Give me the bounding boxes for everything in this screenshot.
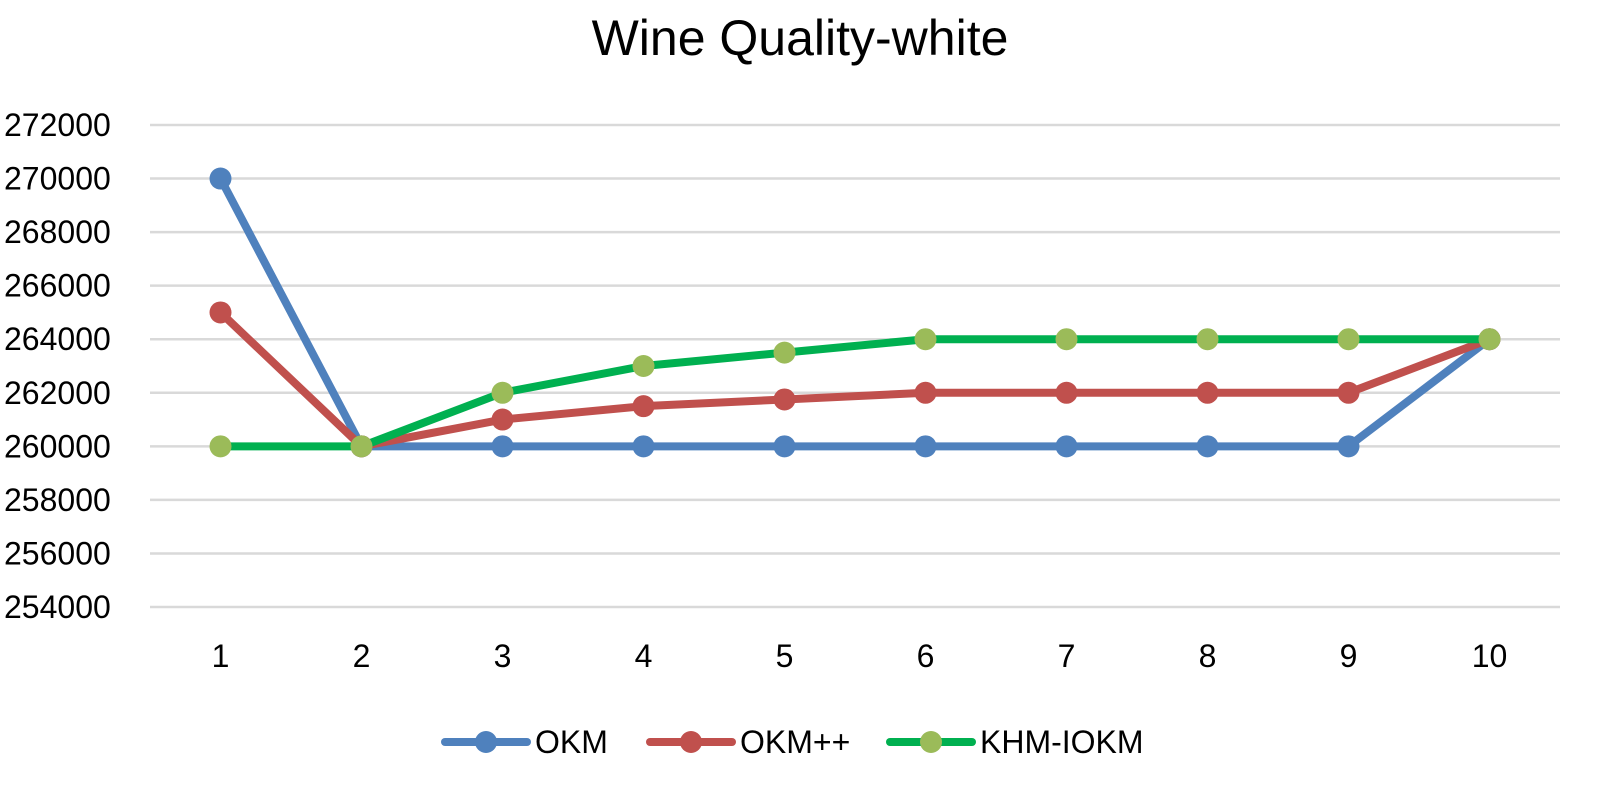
y-tick-label: 260000 [4, 428, 111, 464]
data-point [773, 388, 796, 411]
legend-swatch-marker [475, 731, 497, 753]
data-point [491, 408, 514, 431]
x-tick-label: 3 [494, 638, 512, 674]
x-tick-label: 10 [1472, 638, 1508, 674]
data-point [914, 381, 937, 404]
y-tick-label: 272000 [4, 107, 111, 143]
chart-title: Wine Quality-white [592, 10, 1009, 66]
y-tick-label: 262000 [4, 375, 111, 411]
y-tick-label: 270000 [4, 161, 111, 197]
series-lines [209, 167, 1501, 458]
x-tick-label: 6 [917, 638, 935, 674]
data-point [1337, 328, 1360, 351]
data-point [914, 435, 937, 458]
data-point [1055, 381, 1078, 404]
y-tick-label: 256000 [4, 535, 111, 571]
series-okm [209, 167, 1501, 458]
x-tick-label: 5 [776, 638, 794, 674]
legend-swatch-marker [920, 731, 942, 753]
data-point [1337, 381, 1360, 404]
y-tick-label: 258000 [4, 482, 111, 518]
data-point [350, 435, 373, 458]
legend-label: KHM-IOKM [980, 724, 1144, 760]
data-point [1196, 435, 1219, 458]
data-point [1196, 381, 1219, 404]
legend-item: OKM++ [646, 724, 850, 760]
y-tick-label: 264000 [4, 321, 111, 357]
x-tick-label: 1 [212, 638, 230, 674]
series-khm-iokm [209, 328, 1501, 458]
series-line [216, 308, 1494, 451]
series-line [216, 174, 1494, 451]
x-tick-label: 2 [353, 638, 371, 674]
x-axis-tick-labels: 1 2 3 4 5 6 7 8 9 10 [212, 638, 1508, 674]
data-point [1196, 328, 1219, 351]
data-point [632, 395, 655, 418]
data-point [632, 355, 655, 377]
legend-swatch-marker [680, 731, 702, 753]
y-tick-label: 266000 [4, 268, 111, 304]
legend-item: KHM-IOKM [886, 724, 1144, 760]
data-point [209, 301, 232, 324]
y-tick-label: 254000 [4, 589, 111, 625]
x-tick-label: 4 [635, 638, 653, 674]
y-axis-tick-labels: 272000 270000 268000 266000 264000 262000 2600… [4, 107, 111, 625]
data-point [209, 167, 232, 190]
legend-label: OKM [535, 724, 608, 760]
data-point [1337, 435, 1360, 458]
data-point [491, 435, 514, 458]
data-point [491, 381, 514, 404]
series-line [216, 335, 1494, 451]
x-tick-label: 7 [1058, 638, 1076, 674]
gridlines [150, 123, 1560, 609]
legend: OKM OKM++ KHM-IOKM [441, 724, 1144, 760]
legend-label: OKM++ [740, 724, 850, 760]
data-point [209, 435, 232, 458]
x-tick-label: 8 [1199, 638, 1217, 674]
data-point [914, 328, 937, 351]
y-tick-label: 268000 [4, 214, 111, 250]
data-point [773, 435, 796, 458]
legend-item: OKM [441, 724, 608, 760]
data-point [1478, 328, 1501, 351]
data-point [632, 435, 655, 458]
data-point [773, 341, 796, 364]
data-point [1055, 435, 1078, 458]
data-point [1055, 328, 1078, 351]
x-tick-label: 9 [1340, 638, 1358, 674]
